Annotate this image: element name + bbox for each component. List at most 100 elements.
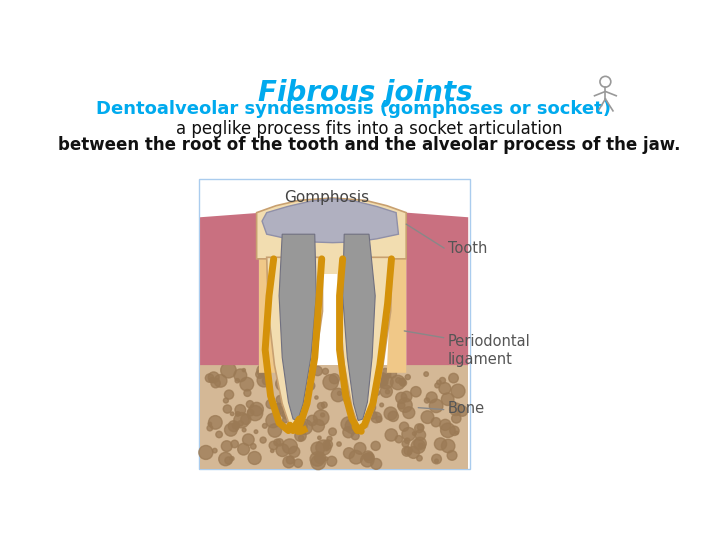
Polygon shape bbox=[319, 256, 346, 274]
Circle shape bbox=[276, 395, 284, 404]
Circle shape bbox=[457, 406, 467, 416]
Circle shape bbox=[441, 423, 455, 437]
Polygon shape bbox=[406, 213, 468, 365]
Bar bbox=[200, 365, 468, 469]
Circle shape bbox=[410, 387, 421, 397]
Circle shape bbox=[234, 413, 249, 428]
Circle shape bbox=[439, 377, 446, 383]
Circle shape bbox=[256, 370, 264, 379]
Circle shape bbox=[369, 411, 377, 419]
Circle shape bbox=[325, 442, 330, 447]
Circle shape bbox=[379, 368, 391, 380]
Circle shape bbox=[343, 427, 354, 438]
Circle shape bbox=[297, 420, 312, 435]
Circle shape bbox=[337, 442, 341, 446]
Circle shape bbox=[354, 442, 366, 454]
Circle shape bbox=[418, 424, 424, 430]
Circle shape bbox=[244, 389, 251, 396]
Circle shape bbox=[283, 456, 294, 468]
Circle shape bbox=[209, 416, 222, 429]
Circle shape bbox=[262, 376, 271, 385]
Circle shape bbox=[385, 390, 390, 394]
Circle shape bbox=[351, 401, 358, 408]
Circle shape bbox=[282, 417, 288, 423]
Circle shape bbox=[329, 428, 336, 436]
Circle shape bbox=[417, 455, 422, 461]
Circle shape bbox=[451, 384, 465, 398]
Circle shape bbox=[228, 421, 239, 431]
Polygon shape bbox=[387, 256, 406, 373]
Circle shape bbox=[418, 443, 423, 448]
Circle shape bbox=[400, 380, 407, 386]
Circle shape bbox=[313, 366, 323, 376]
Circle shape bbox=[329, 374, 339, 384]
Circle shape bbox=[390, 375, 405, 390]
Circle shape bbox=[415, 424, 423, 433]
Circle shape bbox=[435, 383, 440, 388]
Circle shape bbox=[294, 459, 302, 468]
Circle shape bbox=[342, 379, 354, 391]
Circle shape bbox=[373, 374, 384, 385]
Circle shape bbox=[435, 459, 438, 463]
Circle shape bbox=[263, 423, 267, 428]
Circle shape bbox=[313, 410, 329, 426]
Circle shape bbox=[205, 374, 214, 382]
Circle shape bbox=[279, 406, 290, 417]
Circle shape bbox=[343, 448, 354, 458]
Circle shape bbox=[294, 403, 306, 415]
Circle shape bbox=[399, 379, 405, 385]
Polygon shape bbox=[279, 234, 316, 421]
Circle shape bbox=[235, 411, 240, 416]
Polygon shape bbox=[266, 257, 323, 430]
Circle shape bbox=[306, 381, 315, 390]
Circle shape bbox=[210, 377, 215, 382]
Circle shape bbox=[316, 440, 331, 455]
Circle shape bbox=[254, 430, 258, 434]
Circle shape bbox=[401, 392, 412, 402]
Circle shape bbox=[383, 381, 388, 385]
Circle shape bbox=[240, 377, 253, 391]
Circle shape bbox=[221, 362, 236, 378]
Circle shape bbox=[323, 368, 328, 374]
Circle shape bbox=[238, 421, 243, 426]
Circle shape bbox=[424, 398, 430, 403]
Circle shape bbox=[315, 396, 318, 399]
Circle shape bbox=[251, 443, 256, 449]
Polygon shape bbox=[259, 256, 277, 373]
Circle shape bbox=[369, 386, 374, 390]
Circle shape bbox=[271, 449, 274, 453]
Circle shape bbox=[312, 420, 325, 432]
Circle shape bbox=[307, 415, 318, 426]
Polygon shape bbox=[338, 257, 392, 430]
Circle shape bbox=[274, 439, 281, 446]
Circle shape bbox=[287, 456, 294, 464]
Circle shape bbox=[345, 418, 361, 434]
Circle shape bbox=[373, 369, 381, 377]
Circle shape bbox=[429, 399, 443, 413]
Circle shape bbox=[441, 440, 455, 453]
Circle shape bbox=[300, 375, 307, 382]
Circle shape bbox=[289, 446, 300, 457]
Circle shape bbox=[331, 388, 345, 402]
Circle shape bbox=[450, 426, 459, 435]
Circle shape bbox=[310, 452, 325, 466]
Circle shape bbox=[323, 375, 338, 390]
Circle shape bbox=[384, 407, 397, 420]
Text: a peglike process fits into a socket articulation: a peglike process fits into a socket art… bbox=[176, 120, 562, 138]
Circle shape bbox=[294, 420, 307, 433]
Circle shape bbox=[432, 454, 441, 464]
Circle shape bbox=[223, 405, 232, 413]
Circle shape bbox=[211, 379, 220, 388]
Circle shape bbox=[455, 431, 458, 434]
Circle shape bbox=[371, 412, 382, 423]
Circle shape bbox=[379, 403, 384, 407]
Circle shape bbox=[269, 441, 278, 450]
Circle shape bbox=[234, 369, 247, 382]
Circle shape bbox=[371, 441, 380, 450]
Circle shape bbox=[431, 417, 441, 427]
Circle shape bbox=[363, 451, 373, 461]
Polygon shape bbox=[343, 234, 375, 421]
Circle shape bbox=[375, 373, 388, 386]
Circle shape bbox=[402, 447, 412, 456]
Circle shape bbox=[225, 423, 237, 436]
